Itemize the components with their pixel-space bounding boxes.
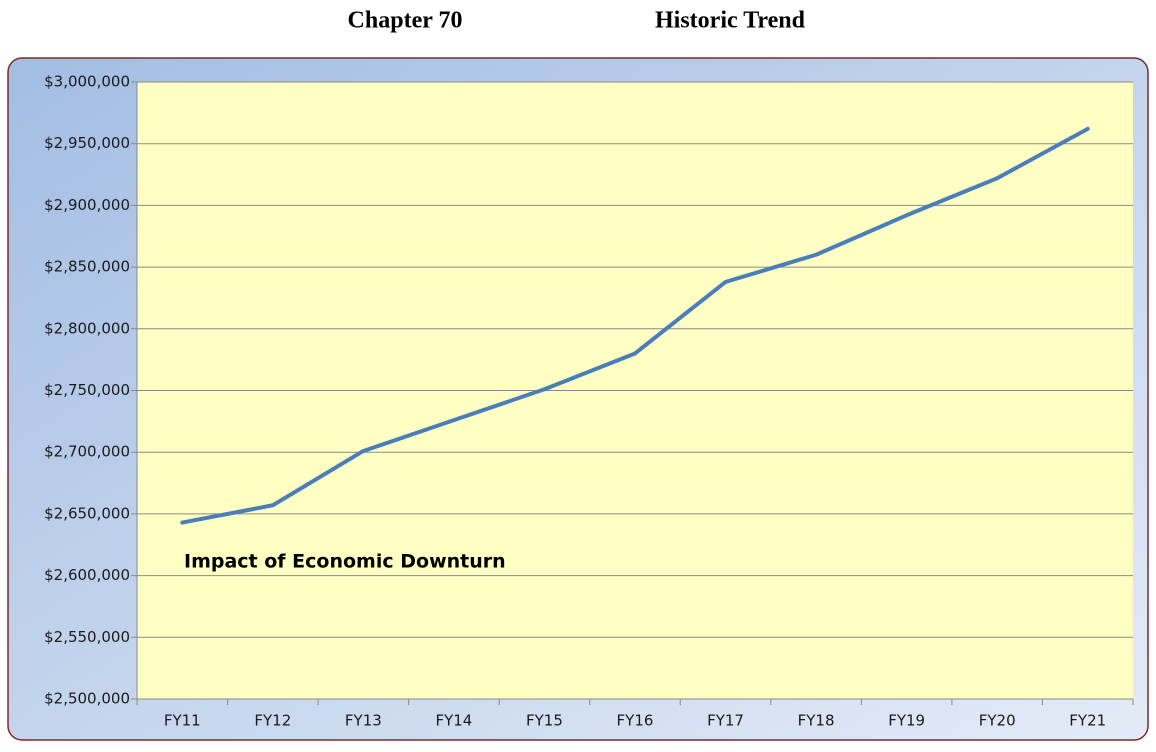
y-tick-label: $3,000,000 (44, 73, 130, 91)
x-tick-label: FY16 (617, 712, 654, 730)
line-series (180, 126, 1090, 525)
x-tick-label: FY12 (254, 712, 291, 730)
grid: $2,500,000 $2,550,000 $2,600,000 $2,650,000… (44, 73, 1134, 730)
y-tick-label: $2,850,000 (44, 258, 130, 276)
y-tick-label: $2,550,000 (44, 628, 130, 646)
marks (180, 126, 1090, 525)
y-tick-label: $2,700,000 (44, 443, 130, 461)
x-tick-label: FY20 (979, 712, 1016, 730)
x-tick-label: FY13 (345, 712, 382, 730)
x-tick-label: FY19 (888, 712, 925, 730)
x-tick-label: FY21 (1069, 712, 1106, 730)
y-tick-label: $2,800,000 (44, 319, 130, 337)
y-tick-label: $2,500,000 (44, 690, 130, 708)
y-tick-label: $2,650,000 (44, 504, 130, 522)
y-tick-label: $2,900,000 (44, 196, 130, 214)
annotation: Impact of Economic Downturn (184, 551, 506, 573)
x-tick-label: FY11 (164, 712, 201, 730)
x-tick-label: FY17 (707, 712, 744, 730)
y-tick-label: $2,950,000 (44, 134, 130, 152)
x-tick-label: FY15 (526, 712, 563, 730)
x-tick-label: FY14 (435, 712, 472, 730)
y-tick-label: $2,750,000 (44, 381, 130, 399)
y-tick-label: $2,600,000 (44, 566, 130, 584)
x-tick-label: FY18 (798, 712, 835, 730)
chart-subtitle: Historic Trend (655, 8, 806, 34)
chart-title: Chapter 70 (348, 8, 463, 34)
